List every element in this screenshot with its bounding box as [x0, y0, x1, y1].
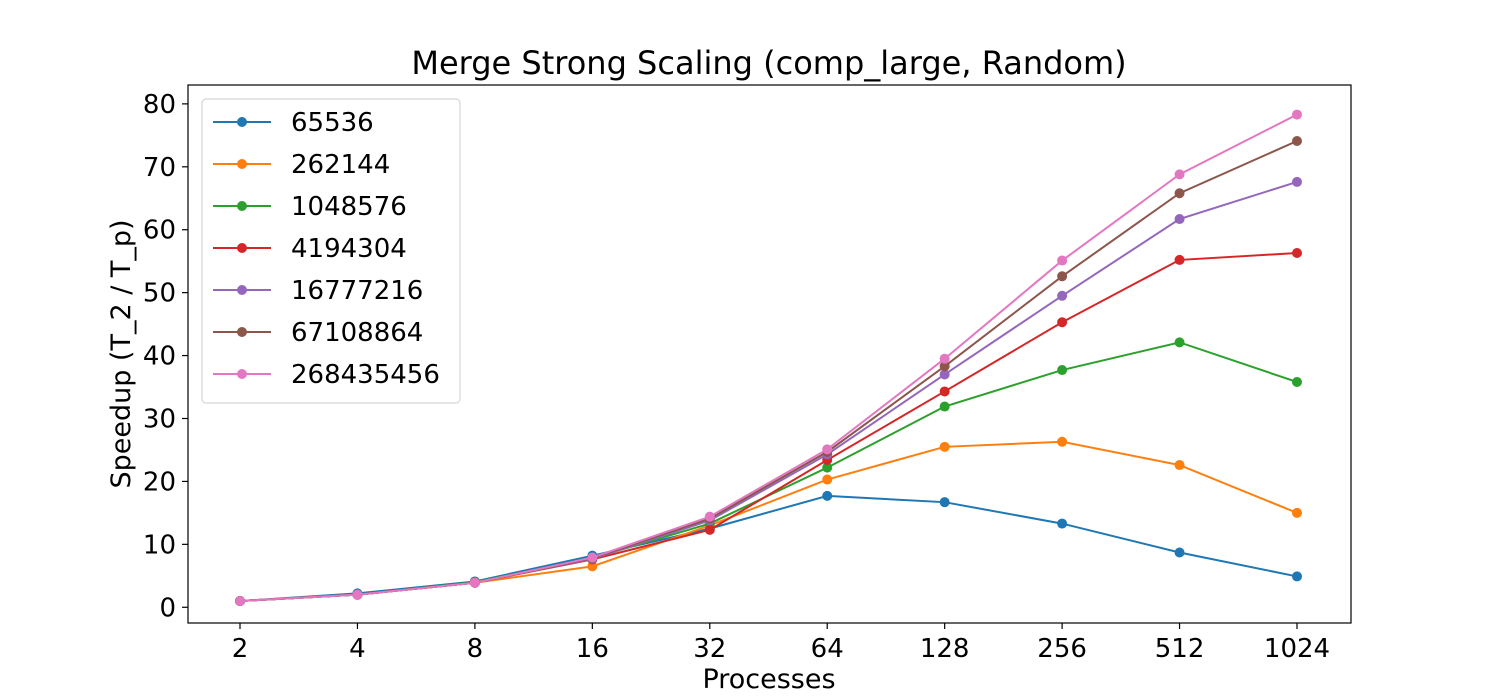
- y-tick-label: 10: [143, 530, 176, 560]
- legend-label: 1048576: [291, 192, 407, 222]
- y-tick-label: 80: [143, 90, 176, 120]
- legend-item: 268435456: [213, 360, 440, 390]
- series-268435456: [235, 109, 1302, 606]
- data-point: [939, 361, 950, 372]
- y-tick-label: 40: [143, 342, 176, 372]
- legend-item: 65536: [213, 108, 374, 138]
- legend-marker: [237, 201, 247, 211]
- y-tick-label: 60: [143, 216, 176, 246]
- data-point: [704, 511, 715, 522]
- x-tick-label: 64: [811, 634, 844, 664]
- data-point: [1057, 518, 1068, 529]
- x-axis-label: Processes: [702, 664, 835, 695]
- x-tick-label: 2: [232, 634, 249, 664]
- x-tick-label: 512: [1155, 634, 1205, 664]
- y-tick-label: 20: [143, 467, 176, 497]
- data-point: [1057, 365, 1068, 376]
- data-point: [939, 386, 950, 397]
- data-point: [1292, 571, 1302, 582]
- data-point: [1174, 188, 1185, 199]
- data-point: [1057, 271, 1068, 282]
- data-point: [587, 552, 598, 563]
- legend-item: 67108864: [213, 318, 423, 348]
- legend-label: 4194304: [291, 234, 407, 264]
- legend-item: 262144: [213, 150, 390, 180]
- plot-frame: [187, 84, 1352, 624]
- series-line: [239, 113, 1298, 602]
- data-point: [1174, 547, 1185, 558]
- data-point: [1174, 337, 1185, 348]
- data-point: [1292, 136, 1302, 147]
- series-65536: [235, 490, 1302, 606]
- data-point: [939, 441, 950, 452]
- data-point: [1292, 248, 1302, 259]
- data-point: [1174, 254, 1185, 265]
- legend-item: 16777216: [213, 276, 423, 306]
- data-point: [704, 524, 715, 535]
- data-point: [1174, 214, 1185, 225]
- y-tick-label: 70: [143, 153, 176, 183]
- x-tick-label: 32: [693, 634, 726, 664]
- data-point: [822, 462, 833, 473]
- plot-marks: [235, 109, 1302, 606]
- legend-label: 262144: [291, 150, 390, 180]
- legend-label: 268435456: [291, 360, 440, 390]
- series-line: [239, 494, 1298, 602]
- y-tick-label: 0: [159, 593, 176, 623]
- data-point: [939, 369, 950, 380]
- data-point: [469, 577, 480, 588]
- legend-box: [201, 98, 461, 404]
- data-point: [1292, 176, 1302, 187]
- legend-label: 65536: [291, 108, 374, 138]
- data-point: [1057, 317, 1068, 328]
- legend-item: 4194304: [213, 234, 407, 264]
- legend-marker: [237, 117, 247, 127]
- x-tick-label: 8: [467, 634, 484, 664]
- y-axis-label: Speedup (T_2 / T_p): [106, 219, 137, 488]
- legend-marker: [237, 327, 247, 337]
- data-point: [939, 353, 950, 364]
- data-point: [1057, 255, 1068, 266]
- series-262144: [235, 436, 1302, 606]
- data-point: [1057, 436, 1068, 447]
- legend-item: 1048576: [213, 192, 407, 222]
- data-point: [822, 474, 833, 485]
- x-tick-label: 256: [1037, 634, 1087, 664]
- x-axis: 2 4 8 16 32 64 128 256 512 1024: [232, 623, 1330, 664]
- chart-title: Merge Strong Scaling (comp_large, Random…: [411, 44, 1126, 82]
- legend-marker: [237, 243, 247, 253]
- data-point: [352, 589, 363, 600]
- legend: 65536 262144 1048576 4194304 16777216 6710886…: [201, 98, 461, 404]
- data-point: [587, 561, 598, 572]
- legend-marker: [237, 369, 247, 379]
- data-point: [1174, 169, 1185, 180]
- data-point: [939, 401, 950, 412]
- data-point: [1174, 460, 1185, 471]
- x-tick-label: 4: [349, 634, 366, 664]
- y-axis: 0 10 20 30 40 50 60 70 80: [143, 90, 188, 623]
- legend-marker: [237, 159, 247, 169]
- x-tick-label: 128: [920, 634, 970, 664]
- y-tick-label: 30: [143, 404, 176, 434]
- data-point: [1292, 377, 1302, 388]
- data-point: [939, 497, 950, 508]
- data-point: [235, 595, 245, 606]
- data-point: [1292, 109, 1302, 120]
- legend-label: 16777216: [291, 276, 423, 306]
- series-line: [239, 440, 1298, 602]
- legend-marker: [237, 285, 247, 295]
- y-tick-label: 50: [143, 279, 176, 309]
- data-point: [822, 444, 833, 455]
- data-point: [1292, 507, 1302, 518]
- x-tick-label: 16: [576, 634, 609, 664]
- data-point: [1057, 290, 1068, 301]
- data-point: [822, 490, 833, 501]
- legend-label: 67108864: [291, 318, 423, 348]
- x-tick-label: 1024: [1264, 634, 1330, 664]
